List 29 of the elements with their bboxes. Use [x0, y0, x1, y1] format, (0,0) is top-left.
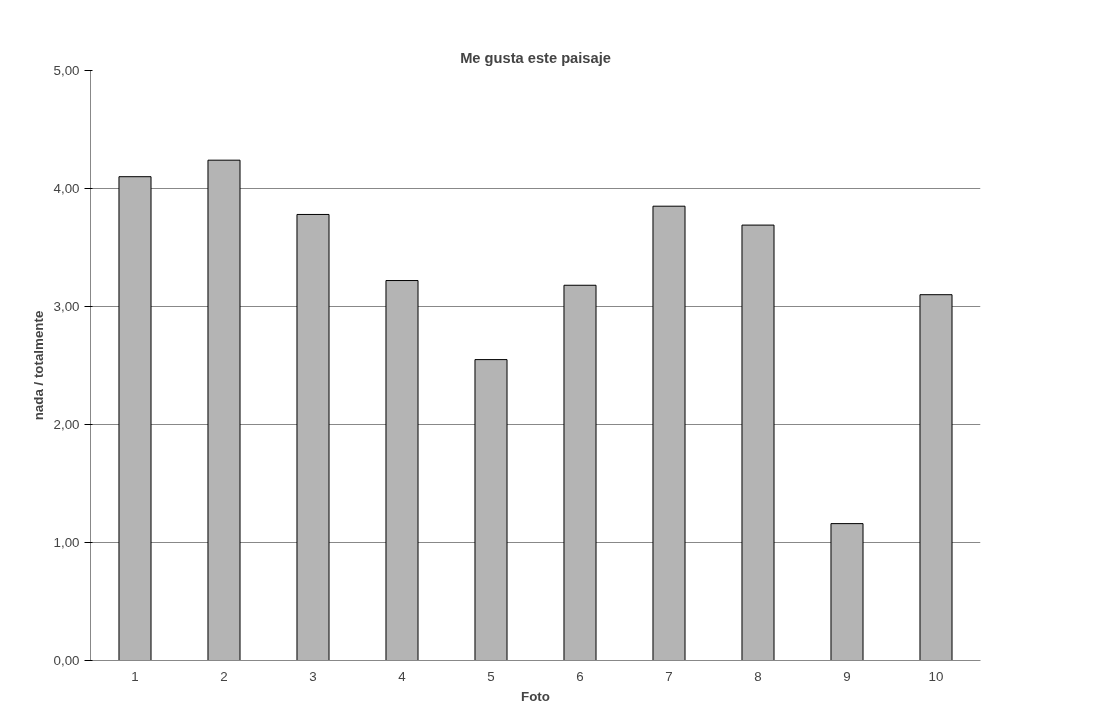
x-tick-label: 5: [487, 668, 495, 684]
y-tick-label: 3,00: [53, 299, 80, 314]
bar: [385, 280, 419, 661]
x-tick-label: 2: [220, 668, 228, 684]
bar: [296, 213, 330, 661]
y-axis-title: nada / totalmente: [30, 310, 46, 421]
bar: [474, 359, 508, 661]
x-tick-label: 3: [309, 668, 317, 684]
chart-title: Me gusta este paisaje: [460, 49, 611, 66]
x-tick-label: 6: [576, 668, 584, 684]
bar: [563, 284, 597, 661]
x-tick-label: 1: [131, 668, 139, 684]
x-tick-label: 8: [754, 668, 762, 684]
y-tick-label: 0,00: [53, 653, 80, 668]
x-axis-title: Foto: [521, 688, 550, 704]
x-tick-label: 9: [843, 668, 851, 684]
x-tick-label: 10: [928, 668, 944, 684]
bar: [741, 224, 775, 661]
bar: [652, 205, 686, 661]
bar: [830, 523, 864, 661]
x-tick-label: 7: [665, 668, 673, 684]
x-tick-label: 4: [398, 668, 407, 684]
y-tick-label: 2,00: [53, 417, 80, 432]
y-tick-label: 1,00: [53, 535, 80, 550]
y-tick-label: 5,00: [53, 63, 80, 78]
bar: [919, 294, 953, 661]
bar: [207, 159, 241, 661]
bar: [118, 176, 152, 661]
y-tick-label: 4,00: [53, 181, 80, 196]
